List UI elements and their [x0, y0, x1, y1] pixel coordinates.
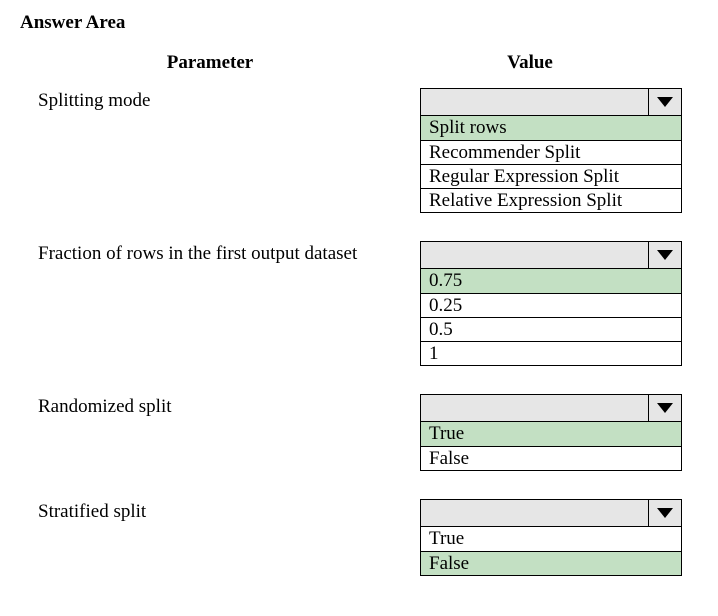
dropdown-option[interactable]: False	[421, 446, 681, 470]
dropdown-option[interactable]: True	[421, 527, 681, 551]
value-column: 0.750.250.51	[420, 241, 682, 366]
dropdown-option[interactable]: True	[421, 422, 681, 446]
parameter-row: Randomized splitTrueFalse	[20, 394, 698, 471]
dropdown-option[interactable]: 0.5	[421, 317, 681, 341]
dropdown-select[interactable]	[420, 499, 682, 527]
dropdown-display	[421, 500, 649, 526]
parameter-label: Splitting mode	[20, 88, 420, 112]
parameter-row: Stratified splitTrueFalse	[20, 499, 698, 576]
chevron-down-icon	[657, 97, 673, 107]
value-column: Split rowsRecommender SplitRegular Expre…	[420, 88, 682, 213]
dropdown-toggle-button[interactable]	[649, 242, 681, 268]
dropdown-display	[421, 89, 649, 115]
dropdown-select[interactable]	[420, 241, 682, 269]
dropdown-options: 0.750.250.51	[420, 269, 682, 366]
dropdown-display	[421, 395, 649, 421]
answer-area-title: Answer Area	[20, 12, 698, 34]
parameter-row: Fraction of rows in the first output dat…	[20, 241, 698, 366]
value-column: TrueFalse	[420, 499, 682, 576]
column-headers: Parameter Value	[20, 52, 698, 74]
header-value: Value	[400, 52, 660, 74]
parameter-label: Fraction of rows in the first output dat…	[20, 241, 420, 265]
dropdown-select[interactable]	[420, 394, 682, 422]
dropdown-display	[421, 242, 649, 268]
dropdown-option[interactable]: Recommender Split	[421, 140, 681, 164]
dropdown-select[interactable]	[420, 88, 682, 116]
dropdown-option[interactable]: False	[421, 551, 681, 575]
dropdown-option[interactable]: Split rows	[421, 116, 681, 140]
dropdown-option[interactable]: Regular Expression Split	[421, 164, 681, 188]
dropdown-option[interactable]: Relative Expression Split	[421, 188, 681, 212]
value-column: TrueFalse	[420, 394, 682, 471]
dropdown-toggle-button[interactable]	[649, 89, 681, 115]
dropdown-options: TrueFalse	[420, 527, 682, 576]
parameter-label: Randomized split	[20, 394, 420, 418]
dropdown-toggle-button[interactable]	[649, 500, 681, 526]
chevron-down-icon	[657, 250, 673, 260]
dropdown-toggle-button[interactable]	[649, 395, 681, 421]
dropdown-option[interactable]: 0.25	[421, 293, 681, 317]
dropdown-option[interactable]: 0.75	[421, 269, 681, 293]
chevron-down-icon	[657, 508, 673, 518]
parameter-label: Stratified split	[20, 499, 420, 523]
header-parameter: Parameter	[20, 52, 400, 74]
dropdown-options: TrueFalse	[420, 422, 682, 471]
chevron-down-icon	[657, 403, 673, 413]
dropdown-option[interactable]: 1	[421, 341, 681, 365]
dropdown-options: Split rowsRecommender SplitRegular Expre…	[420, 116, 682, 213]
parameter-row: Splitting modeSplit rowsRecommender Spli…	[20, 88, 698, 213]
